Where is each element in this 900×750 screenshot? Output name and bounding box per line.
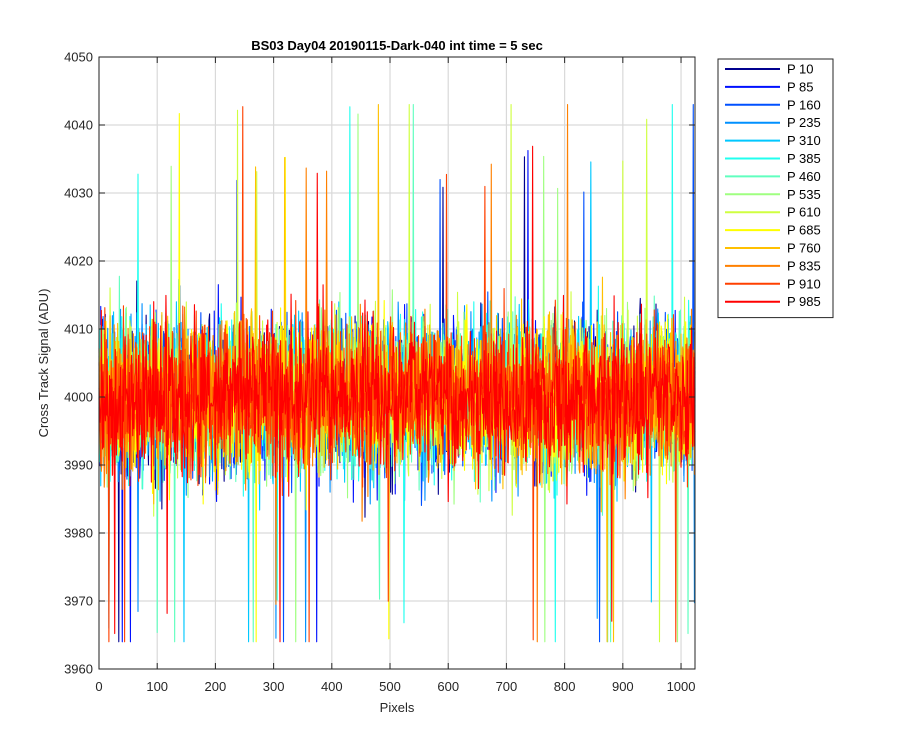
legend-label[interactable]: P 385 (787, 151, 821, 166)
y-tick-label: 3970 (64, 594, 93, 609)
x-tick-label: 600 (437, 679, 459, 694)
x-tick-label: 900 (612, 679, 634, 694)
y-tick-label: 4050 (64, 50, 93, 65)
chart-title: BS03 Day04 20190115-Dark-040 int time = … (251, 38, 543, 53)
x-tick-label: 0 (95, 679, 102, 694)
y-tick-label: 3960 (64, 662, 93, 677)
legend-label[interactable]: P 85 (787, 79, 814, 94)
y-tick-label: 4000 (64, 390, 93, 405)
legend[interactable]: P 10 P 85 P 160 P 235 P 310 P 385 P 460 P 535 P … (717, 58, 834, 319)
y-tick-label: 4010 (64, 322, 93, 337)
axis-ticks: 0 100 200 300 400 500 600 700 800 900 1000 3960 3970… (64, 50, 695, 695)
plot-frame (98, 56, 696, 670)
legend-label[interactable]: P 310 (787, 133, 821, 148)
legend-box (717, 58, 834, 319)
y-tick-label: 4020 (64, 254, 93, 269)
legend-label[interactable]: P 760 (787, 241, 821, 256)
x-tick-label: 400 (321, 679, 343, 694)
x-tick-label: 1000 (667, 679, 696, 694)
legend-label[interactable]: P 10 (787, 62, 814, 77)
x-tick-label: 800 (554, 679, 576, 694)
y-tick-label: 3990 (64, 458, 93, 473)
legend-label[interactable]: P 910 (787, 276, 821, 291)
legend-label[interactable]: P 235 (787, 115, 821, 130)
y-tick-label: 4030 (64, 186, 93, 201)
series-lines (98, 104, 696, 643)
x-axis-label: Pixels (380, 700, 415, 715)
legend-label[interactable]: P 985 (787, 294, 821, 309)
legend-label[interactable]: P 160 (787, 97, 821, 112)
x-tick-label: 300 (263, 679, 285, 694)
legend-label[interactable]: P 460 (787, 169, 821, 184)
x-tick-label: 700 (496, 679, 518, 694)
legend-label[interactable]: P 685 (787, 223, 821, 238)
y-axis-label: Cross Track Signal (ADU) (36, 289, 51, 438)
y-tick-label: 4040 (64, 118, 93, 133)
y-tick-label: 3980 (64, 526, 93, 541)
legend-label[interactable]: P 535 (787, 187, 821, 202)
x-tick-label: 500 (379, 679, 401, 694)
x-tick-label: 100 (146, 679, 168, 694)
legend-label[interactable]: P 610 (787, 205, 821, 220)
series-line-p985 (98, 145, 696, 643)
legend-label[interactable]: P 835 (787, 258, 821, 273)
x-tick-label: 200 (205, 679, 227, 694)
